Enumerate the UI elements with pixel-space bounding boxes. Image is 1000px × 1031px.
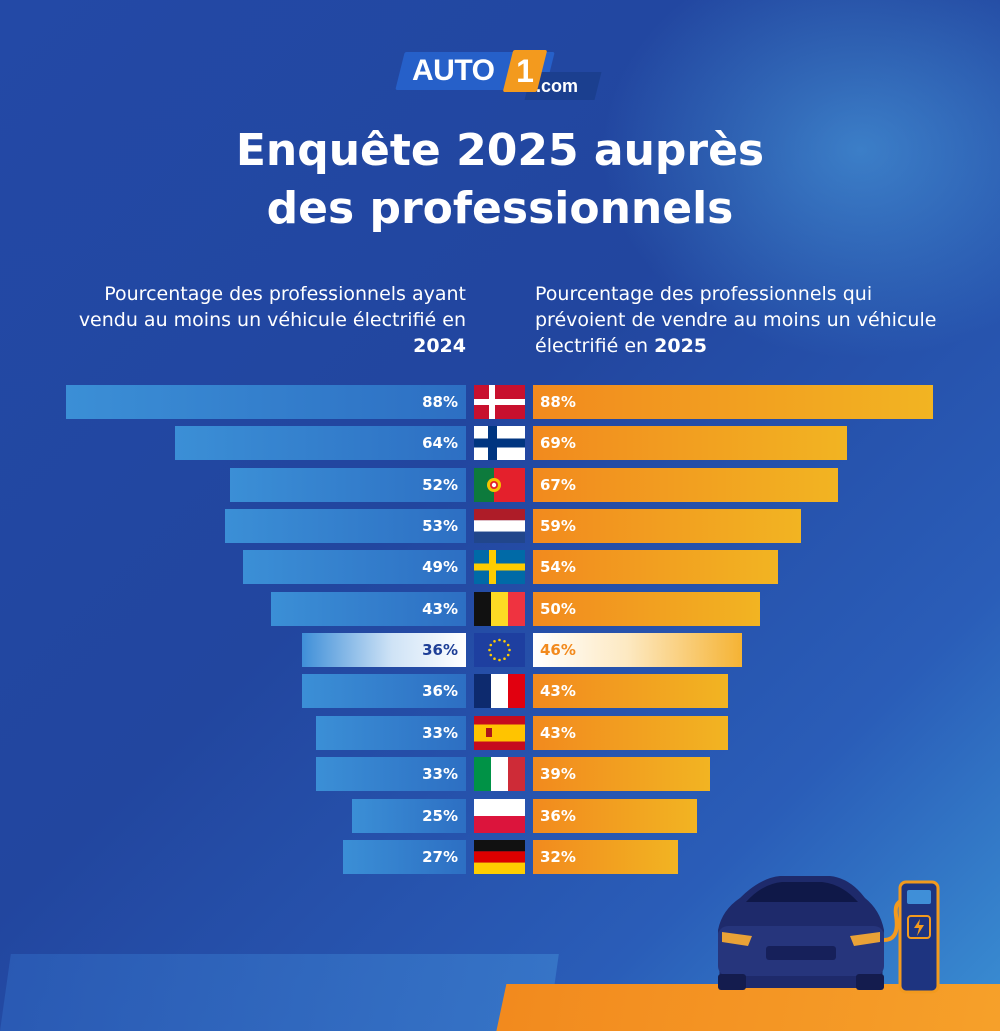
bar-2024-italy: 33% — [316, 757, 466, 792]
denmark-flag — [474, 385, 525, 419]
value-label-2025: 50% — [540, 599, 576, 618]
title-line-1: Enquête 2025 auprès — [235, 125, 765, 176]
eu-flag — [474, 633, 525, 668]
bar-2025-spain: 43% — [533, 715, 729, 750]
bar-2025-france: 43% — [533, 674, 729, 709]
value-label-2024: 43% — [422, 599, 458, 618]
bar-2024-finland: 64% — [175, 426, 466, 461]
logo-text: AUTO — [412, 54, 495, 87]
value-label-2025: 67% — [540, 475, 576, 494]
spain-flag — [474, 715, 525, 750]
sweden-flag — [474, 550, 525, 585]
value-label-2025: 32% — [540, 847, 576, 866]
header-right-text: Pourcentage des professionnels qui prévo… — [535, 283, 937, 357]
bar-2024-spain: 33% — [316, 715, 466, 750]
title-line-2: des professionnels — [266, 183, 734, 234]
page-title: Enquête 2025 auprès des professionnels — [0, 122, 1000, 238]
bar-2025-poland: 36% — [533, 798, 697, 833]
netherlands-flag — [474, 509, 525, 544]
car-charging-illustration — [718, 876, 940, 994]
bar-2024-germany: 27% — [343, 839, 466, 874]
finland-flag — [474, 426, 525, 461]
value-label-2024: 33% — [422, 765, 458, 784]
value-label-2024: 88% — [422, 393, 458, 411]
poland-flag — [474, 798, 525, 833]
value-label-2024: 33% — [422, 723, 458, 742]
value-label-2024: 27% — [422, 847, 458, 866]
auto1-logo: AUTO .com 1 — [395, 50, 602, 102]
value-label-2024: 25% — [422, 806, 458, 825]
bar-2024-netherlands: 53% — [225, 509, 466, 544]
bar-2024-poland: 25% — [352, 798, 466, 833]
value-label-2025: 46% — [540, 641, 576, 660]
header-left-year: 2024 — [413, 335, 466, 357]
value-label-2024: 36% — [422, 682, 458, 701]
value-label-2025: 43% — [540, 723, 576, 742]
header-left-text: Pourcentage des professionnels ayant ven… — [78, 283, 466, 331]
value-label-2025: 36% — [540, 806, 576, 825]
bar-2024-portugal: 52% — [229, 467, 466, 502]
bar-2025-sweden: 54% — [533, 550, 779, 585]
portugal-flag — [474, 467, 525, 502]
bottom-band-blue — [0, 954, 559, 1031]
france-flag — [474, 674, 525, 709]
bar-2025-italy: 39% — [533, 757, 711, 792]
bar-2024-eu: 36% — [302, 633, 466, 668]
header-left: Pourcentage des professionnels ayant ven… — [60, 281, 466, 359]
bar-2024-france: 36% — [302, 674, 466, 709]
value-label-2024: 49% — [422, 558, 458, 577]
value-label-2025: 59% — [540, 517, 576, 536]
belgium-flag — [474, 591, 525, 626]
value-label-2025: 43% — [540, 682, 576, 701]
value-label-2025: 69% — [540, 434, 576, 453]
bar-2025-denmark: 88% — [533, 385, 933, 419]
value-label-2024: 64% — [422, 434, 458, 453]
value-label-2024: 52% — [422, 475, 458, 494]
italy-flag — [474, 757, 525, 792]
bar-2025-germany: 32% — [533, 839, 679, 874]
value-label-2025: 54% — [540, 558, 576, 577]
bar-2025-portugal: 67% — [533, 467, 838, 502]
bar-2024-denmark: 88% — [66, 385, 466, 419]
bar-2024-sweden: 49% — [243, 550, 466, 585]
bar-2025-belgium: 50% — [533, 591, 761, 626]
bar-2025-finland: 69% — [533, 426, 847, 461]
bar-2024-belgium: 43% — [270, 591, 466, 626]
value-label-2024: 53% — [422, 517, 458, 536]
value-label-2025: 88% — [540, 393, 576, 411]
bar-2025-eu: 46% — [533, 633, 743, 668]
value-label-2025: 39% — [540, 765, 576, 784]
header-right: Pourcentage des professionnels qui prévo… — [535, 281, 955, 359]
value-label-2024: 36% — [422, 641, 458, 660]
header-right-year: 2025 — [654, 335, 708, 357]
background-glow — [600, 0, 1000, 360]
germany-flag — [474, 839, 525, 874]
bar-2025-netherlands: 59% — [533, 509, 802, 544]
